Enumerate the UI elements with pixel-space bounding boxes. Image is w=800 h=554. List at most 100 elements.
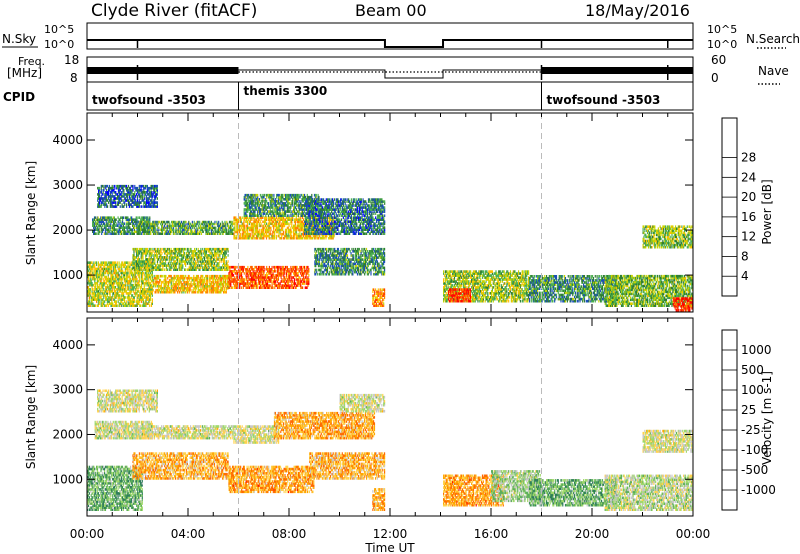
power-cell [126,203,127,206]
power-cell [146,225,147,228]
power-cell [117,261,118,264]
power-cell [203,279,204,282]
power-cell [149,216,150,219]
power-cell [215,227,216,230]
freq-tick-top: 18 [64,53,79,67]
power-cell [283,231,284,234]
power-cell [198,221,199,224]
power-cell [198,232,199,235]
power-cell [185,248,186,251]
power-cell [163,221,164,224]
power-cell [114,185,115,188]
power-cell [261,223,262,226]
power-cell [185,268,186,271]
power-cell [184,260,185,263]
power-cell [96,261,97,264]
power-blob-3 [132,248,228,271]
power-cell [219,248,220,251]
nsky-line [87,40,693,47]
power-cell [188,248,189,251]
freq-label-2: [MHz] [7,66,42,80]
nsky-label: N.Sky [2,32,36,46]
power-blob-7 [228,266,309,289]
power-cell [220,223,221,226]
power-cell [161,252,162,255]
power-blob-4 [138,221,234,235]
power-cell [283,237,284,240]
power-cell [162,275,163,278]
power-cell [137,278,138,281]
power-cell [137,216,138,219]
power-cell [122,199,123,202]
power-cell [147,197,148,200]
power-cell [107,205,108,208]
nsky-tick-bottom: 10^0 [44,38,74,51]
power-cell [186,221,187,224]
power-data [87,185,693,312]
power-cell [182,264,183,267]
power-cell [152,298,153,301]
power-cell [128,261,129,264]
power-cell [207,275,208,278]
power-cell [126,300,127,303]
freq-line [239,70,542,78]
power-cell [250,233,251,236]
power-cell [140,304,141,307]
power-cell [276,235,277,238]
power-cell [270,227,271,230]
power-cell [132,185,133,188]
power-cell [140,218,141,221]
power-cell [161,248,162,251]
power-cell [228,248,229,251]
power-cell [184,248,185,251]
radar-summary-figure: Clyde River (fitACF) Beam 00 18/May/2016… [0,0,800,554]
power-cell [163,227,164,230]
beam-title: Beam 00 [355,1,427,20]
power-cell [158,227,159,230]
freq-trace [87,65,693,80]
station-title: Clyde River (fitACF) [91,1,257,21]
power-cell [141,205,142,208]
power-cell [247,266,248,269]
power-cell [228,254,229,257]
power-cell [226,256,227,259]
power-cell [150,258,151,261]
power-cell [190,254,191,257]
power-cell [147,205,148,208]
power-cell [326,235,327,238]
power-cell [127,187,128,190]
power-cell [228,260,229,263]
power-cell [164,268,165,271]
power-cell [236,266,237,269]
power-cell [202,266,203,269]
nsky-tick-top: 10^5 [44,23,74,36]
power-blob-2 [97,185,158,208]
power-blob-0 [87,261,153,307]
cpid-program-2: twofsound -3503 [547,93,661,107]
power-cell [120,205,121,208]
power-cell [117,304,118,307]
power-cell [177,268,178,271]
power-cell [202,258,203,261]
power-cell [142,264,143,267]
nave-tick-bottom: 0 [711,71,719,85]
freq-panel: Freq. [MHz] 18 8 60 0 Nave [7,53,789,85]
power-cell [115,201,116,204]
power-blob-5 [153,275,229,294]
power-cell [270,237,271,240]
power-cell [104,232,105,235]
power-cell [167,264,168,267]
power-cell [119,261,120,264]
power-cell [181,230,182,233]
freq-band-1 [87,67,239,74]
power-cell [158,275,159,278]
power-cell [199,221,200,224]
power-cell [128,230,129,233]
power-cell [198,275,199,278]
power-cell [196,248,197,251]
power-cell [219,260,220,263]
power-cell [150,248,151,251]
